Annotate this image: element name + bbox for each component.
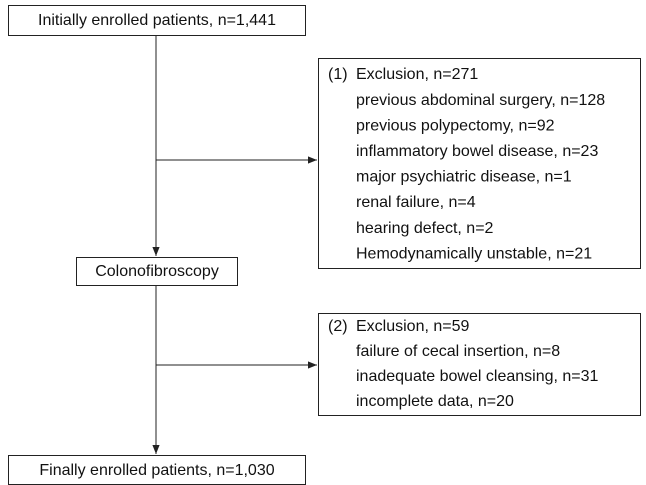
node-label: Finally enrolled patients, n=1,030 (39, 462, 274, 479)
exclusion-title: Exclusion, n=271 (356, 66, 478, 83)
exclusion-number: (2) (328, 318, 348, 335)
exclusion-item: hearing defect, n=2 (356, 220, 494, 237)
exclusion-item: incomplete data, n=20 (356, 393, 514, 410)
exclusion-item: previous polypectomy, n=92 (356, 117, 555, 134)
exclusion-item: inadequate bowel cleansing, n=31 (356, 368, 599, 385)
exclusion-box (318, 58, 641, 269)
node-label: Colonofibroscopy (95, 263, 219, 280)
exclusion-number: (1) (328, 66, 348, 83)
exclusion-item: major psychiatric disease, n=1 (356, 169, 572, 186)
node-label: Initially enrolled patients, n=1,441 (38, 12, 276, 29)
exclusion-box (318, 313, 641, 416)
exclusion-item: previous abdominal surgery, n=128 (356, 92, 605, 109)
node-box (8, 455, 306, 485)
exclusion-item: Hemodynamically unstable, n=21 (356, 245, 592, 262)
node-box (8, 5, 306, 36)
exclusion-texts: (1) Exclusion, n=271 previous abdominal su… (328, 66, 605, 410)
exclusion-title: Exclusion, n=59 (356, 318, 470, 335)
exclusion-item: inflammatory bowel disease, n=23 (356, 143, 598, 160)
exclusion-item: failure of cecal insertion, n=8 (356, 343, 560, 360)
exclusion-item: renal failure, n=4 (356, 194, 476, 211)
node-box (76, 257, 238, 286)
